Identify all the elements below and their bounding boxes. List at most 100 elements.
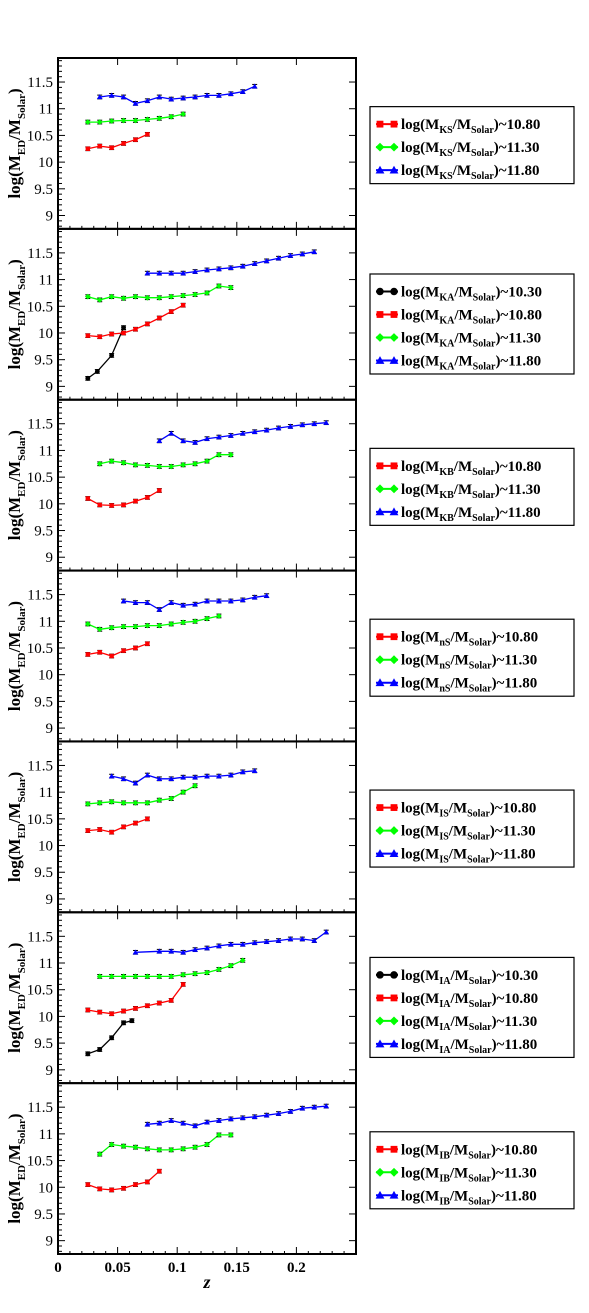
data-point (239, 430, 246, 436)
panel-frame (57, 740, 357, 914)
legend-entry: log(MIS/MSolar)~11.30 (375, 824, 536, 843)
data-point (168, 1147, 175, 1153)
data-point (156, 948, 163, 954)
data-point (144, 97, 151, 103)
panel-frame (57, 57, 357, 230)
y-tick-label: 9.5 (34, 1036, 53, 1052)
legend-marker-right (389, 826, 399, 835)
y-axis-label: log(MED/MSolar) (5, 430, 28, 540)
data-point (108, 458, 115, 464)
legend-marker-left (375, 678, 385, 687)
data-point (156, 775, 163, 782)
series-line (87, 615, 220, 630)
data-point (85, 375, 91, 381)
y-tick-label: 10.5 (27, 470, 53, 486)
legend-entry: log(MIA/MSolar)~11.80 (375, 1037, 537, 1056)
legend-marker-left (376, 120, 384, 128)
legend-marker-right (390, 633, 398, 641)
data-point (192, 291, 198, 298)
data-point (192, 774, 198, 780)
data-point (85, 496, 90, 501)
data-point (275, 937, 282, 943)
y-tick-label: 9 (46, 892, 54, 908)
legend-entry: log(MnS/MSolar)~11.30 (375, 653, 537, 672)
legend-label: log(MKB/MSolar)~11.80 (401, 505, 541, 524)
data-point (251, 1113, 258, 1119)
data-point (97, 502, 102, 508)
data-point (121, 330, 126, 336)
legend-marker-right (389, 165, 399, 174)
data-point (311, 1104, 318, 1110)
data-point (109, 1011, 114, 1016)
series-line (99, 1134, 231, 1155)
data-point (132, 293, 139, 300)
legend-marker-left (376, 994, 384, 1002)
data-point (227, 264, 234, 271)
data-point (227, 772, 234, 778)
series-ks-10-80 (85, 131, 150, 152)
legend-marker-right (390, 287, 398, 296)
data-point (168, 973, 175, 980)
data-point (168, 463, 175, 470)
data-point (120, 295, 127, 302)
legend-marker-right (389, 1167, 399, 1177)
series-ib-10-80 (85, 1168, 162, 1193)
data-point (96, 460, 103, 467)
data-point (169, 309, 174, 314)
data-point (180, 270, 187, 276)
data-point (108, 1141, 115, 1148)
data-point (85, 146, 90, 151)
series-ns-10-80 (85, 641, 150, 659)
data-point (144, 973, 151, 980)
data-point (121, 502, 126, 508)
data-point (156, 437, 163, 444)
x-axis: 0 0.05 0.1 0.15 0.2 z (54, 1260, 306, 1292)
data-point (311, 420, 318, 426)
data-point (168, 293, 175, 300)
data-point (204, 92, 210, 98)
series-ka-11-80 (144, 248, 318, 276)
legend-marker-left (375, 484, 385, 494)
legend-entry: log(MIS/MSolar)~10.80 (376, 801, 536, 820)
data-point (97, 650, 102, 655)
data-point (97, 334, 102, 339)
legend-marker-right (389, 142, 399, 152)
data-point (144, 622, 151, 629)
data-point (192, 439, 198, 445)
legend-marker-right (389, 849, 399, 857)
y-tick-label: 10.5 (27, 641, 53, 657)
series-ia-10-80 (85, 981, 186, 1017)
data-point (239, 597, 246, 603)
legend-marker-right (390, 804, 398, 811)
data-point (133, 137, 138, 142)
series-ks-11-30 (84, 111, 187, 125)
legend-ks: log(MKS/MSolar)~10.80 log(MKS/MSolar)~11.… (369, 106, 575, 185)
data-point (108, 773, 115, 779)
data-point (216, 266, 222, 272)
data-point (108, 118, 115, 124)
data-point (97, 1047, 103, 1052)
y-tick-label: 11.5 (27, 929, 53, 945)
x-tick-label: 0.1 (168, 1260, 187, 1276)
data-point (157, 488, 162, 493)
legend-marker-left (375, 1039, 385, 1048)
y-tick-label: 10.5 (27, 812, 53, 828)
data-point (121, 1020, 126, 1026)
series-ka-10-30 (85, 325, 127, 381)
y-tick-label: 11.5 (27, 75, 53, 91)
panel-frame (57, 227, 357, 401)
data-point (120, 459, 127, 466)
data-point (263, 592, 270, 598)
data-point (227, 1132, 234, 1138)
data-point (180, 774, 187, 780)
data-point (192, 460, 198, 467)
data-point (120, 598, 127, 604)
data-point (144, 116, 151, 123)
legend-entry: log(MKB/MSolar)~11.80 (375, 505, 541, 524)
y-tick-label: 11.5 (27, 758, 53, 774)
legend-box (369, 789, 575, 868)
y-tick-label: 11 (39, 956, 53, 972)
legend-entry: log(MKA/MSolar)~10.30 (376, 284, 542, 303)
